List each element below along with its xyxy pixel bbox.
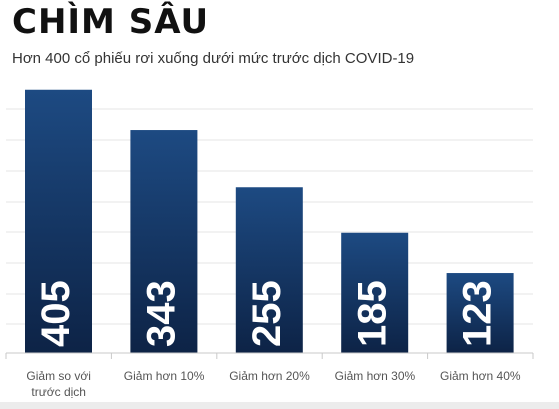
bar-value-label: 405 [34,280,78,347]
bottom-divider [0,402,559,409]
bar [235,187,303,353]
bar [130,130,198,353]
x-tick-label: Giảm hơn 20% [229,369,310,383]
bar [25,89,92,353]
x-tick-label: Giảm so với trước dịch [26,369,91,399]
bar-value-label: 123 [456,280,500,347]
bar-value-label: 343 [139,280,183,347]
chart-subtitle: Hơn 400 cổ phiếu rơi xuống dưới mức trướ… [12,50,415,67]
x-tick-label: Giảm hơn 30% [335,369,416,383]
bar [446,273,514,353]
bar [341,232,409,353]
bar-value-label: 255 [245,280,289,347]
chart-title: CHÌM SÂU [12,2,210,42]
x-tick-label: Giảm hơn 10% [124,369,205,383]
x-axis: Giảm so với trước dịch Giảm hơn 10% Giảm hơ… [5,352,534,399]
x-tick-label: Giảm hơn 40% [440,369,521,383]
bar-value-label: 185 [350,280,394,347]
bars: 405 343 255 185 123 [25,89,514,353]
